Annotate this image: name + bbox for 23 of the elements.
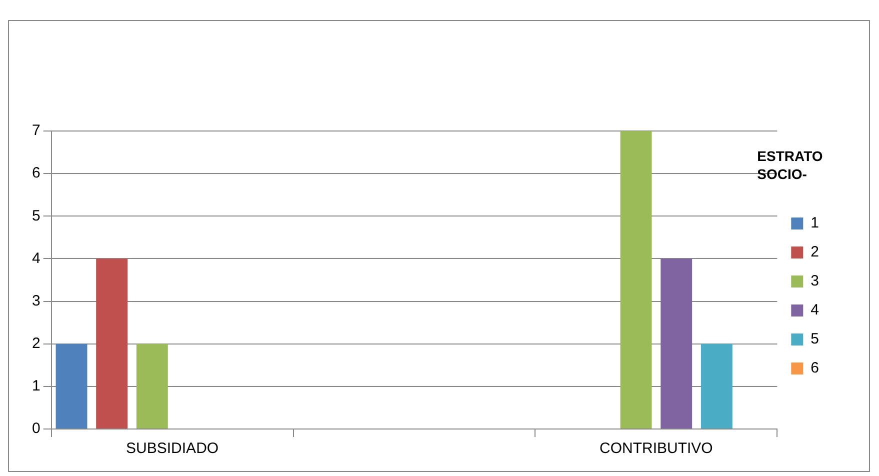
- y-tick-label: 2: [32, 335, 40, 352]
- legend-label: 3: [810, 272, 819, 290]
- y-tick-label: 4: [32, 250, 40, 267]
- y-tick-label: 3: [32, 292, 40, 310]
- bar: [700, 344, 732, 428]
- x-tick-label: SUBSIDIADO: [126, 440, 219, 458]
- bar: [56, 344, 88, 428]
- bar: [660, 258, 692, 428]
- y-tick-label: 0: [32, 420, 40, 438]
- legend-title: ESTRATO SOCIO-: [757, 148, 823, 182]
- bar: [136, 344, 168, 428]
- bar: [620, 131, 652, 428]
- legend-label: 6: [810, 360, 819, 377]
- bar: [96, 258, 128, 428]
- y-tick-label: 1: [32, 378, 40, 395]
- legend-label: 1: [810, 214, 819, 232]
- y-tick-label: 7: [32, 122, 40, 140]
- legend-label: 4: [810, 302, 819, 319]
- legend-label: 2: [810, 244, 819, 261]
- y-tick-label: 6: [32, 164, 40, 182]
- x-tick-label: CONTRIBUTIVO: [600, 440, 713, 458]
- y-tick-label: 5: [32, 207, 40, 224]
- legend-label: 5: [810, 330, 819, 348]
